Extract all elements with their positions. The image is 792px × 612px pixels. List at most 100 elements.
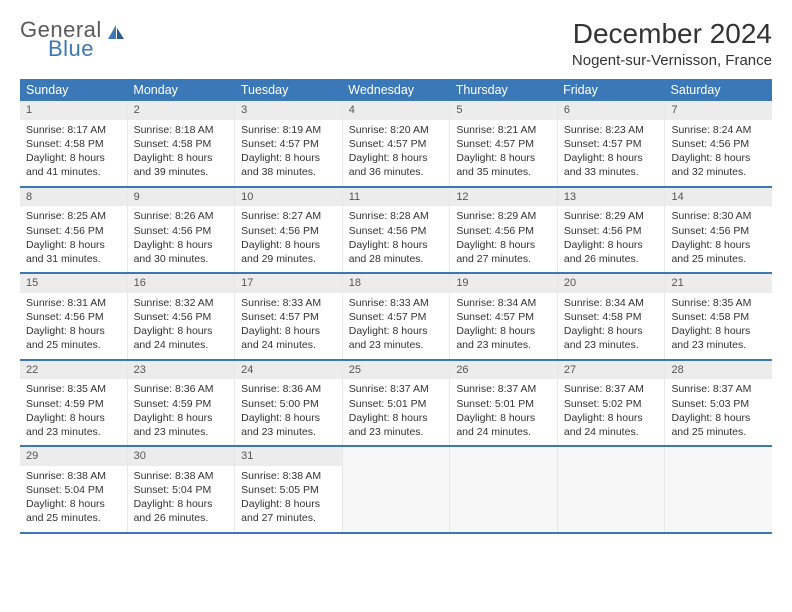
day-line-ss: Sunset: 4:57 PM <box>456 137 551 151</box>
day-body: Sunrise: 8:29 AMSunset: 4:56 PMDaylight:… <box>450 206 557 272</box>
day-line-sr: Sunrise: 8:32 AM <box>134 296 229 310</box>
day-line-dl2: and 23 minutes. <box>564 338 659 352</box>
day-number: 5 <box>450 101 557 120</box>
day-line-sr: Sunrise: 8:19 AM <box>241 123 336 137</box>
day-body: Sunrise: 8:37 AMSunset: 5:01 PMDaylight:… <box>450 379 557 445</box>
day-cell <box>665 447 772 532</box>
day-line-dl1: Daylight: 8 hours <box>26 238 121 252</box>
day-line-ss: Sunset: 5:00 PM <box>241 397 336 411</box>
day-number: 28 <box>665 361 772 380</box>
day-body: Sunrise: 8:20 AMSunset: 4:57 PMDaylight:… <box>343 120 450 186</box>
weekday-header: Monday <box>127 79 234 101</box>
day-line-ss: Sunset: 4:57 PM <box>349 137 444 151</box>
day-cell: 17Sunrise: 8:33 AMSunset: 4:57 PMDayligh… <box>235 274 343 359</box>
day-line-dl1: Daylight: 8 hours <box>26 497 121 511</box>
day-line-ss: Sunset: 4:56 PM <box>134 310 229 324</box>
day-number: 29 <box>20 447 127 466</box>
day-number: 14 <box>665 188 772 207</box>
day-line-dl1: Daylight: 8 hours <box>456 238 551 252</box>
day-body: Sunrise: 8:34 AMSunset: 4:57 PMDaylight:… <box>450 293 557 359</box>
day-body: Sunrise: 8:24 AMSunset: 4:56 PMDaylight:… <box>665 120 772 186</box>
day-line-dl2: and 26 minutes. <box>134 511 229 525</box>
day-body: Sunrise: 8:21 AMSunset: 4:57 PMDaylight:… <box>450 120 557 186</box>
day-body: Sunrise: 8:34 AMSunset: 4:58 PMDaylight:… <box>558 293 665 359</box>
day-line-sr: Sunrise: 8:38 AM <box>134 469 229 483</box>
week-row: 1Sunrise: 8:17 AMSunset: 4:58 PMDaylight… <box>20 101 772 188</box>
calendar: SundayMondayTuesdayWednesdayThursdayFrid… <box>20 79 772 534</box>
day-line-ss: Sunset: 4:56 PM <box>26 310 121 324</box>
day-line-dl2: and 27 minutes. <box>456 252 551 266</box>
day-cell: 6Sunrise: 8:23 AMSunset: 4:57 PMDaylight… <box>558 101 666 186</box>
day-body: Sunrise: 8:36 AMSunset: 5:00 PMDaylight:… <box>235 379 342 445</box>
day-number: 4 <box>343 101 450 120</box>
day-line-dl1: Daylight: 8 hours <box>241 497 336 511</box>
day-number: 19 <box>450 274 557 293</box>
day-number: 31 <box>235 447 342 466</box>
day-line-ss: Sunset: 4:56 PM <box>456 224 551 238</box>
day-number: 6 <box>558 101 665 120</box>
day-cell: 10Sunrise: 8:27 AMSunset: 4:56 PMDayligh… <box>235 188 343 273</box>
day-number: 16 <box>128 274 235 293</box>
day-line-dl2: and 39 minutes. <box>134 165 229 179</box>
day-cell: 16Sunrise: 8:32 AMSunset: 4:56 PMDayligh… <box>128 274 236 359</box>
weekday-header: Thursday <box>450 79 557 101</box>
day-line-dl1: Daylight: 8 hours <box>456 324 551 338</box>
day-line-dl1: Daylight: 8 hours <box>26 411 121 425</box>
day-cell: 9Sunrise: 8:26 AMSunset: 4:56 PMDaylight… <box>128 188 236 273</box>
day-line-sr: Sunrise: 8:20 AM <box>349 123 444 137</box>
day-line-sr: Sunrise: 8:25 AM <box>26 209 121 223</box>
day-line-ss: Sunset: 5:01 PM <box>456 397 551 411</box>
day-line-dl1: Daylight: 8 hours <box>26 151 121 165</box>
day-body: Sunrise: 8:33 AMSunset: 4:57 PMDaylight:… <box>343 293 450 359</box>
page-header: GeneralBlue December 2024 Nogent-sur-Ver… <box>20 18 772 69</box>
day-body: Sunrise: 8:29 AMSunset: 4:56 PMDaylight:… <box>558 206 665 272</box>
day-line-dl1: Daylight: 8 hours <box>134 151 229 165</box>
day-body: Sunrise: 8:33 AMSunset: 4:57 PMDaylight:… <box>235 293 342 359</box>
day-line-dl1: Daylight: 8 hours <box>349 411 444 425</box>
location-label: Nogent-sur-Vernisson, France <box>572 52 772 69</box>
day-line-sr: Sunrise: 8:37 AM <box>456 382 551 396</box>
day-cell: 24Sunrise: 8:36 AMSunset: 5:00 PMDayligh… <box>235 361 343 446</box>
day-line-ss: Sunset: 4:59 PM <box>26 397 121 411</box>
week-row: 22Sunrise: 8:35 AMSunset: 4:59 PMDayligh… <box>20 361 772 448</box>
day-body: Sunrise: 8:25 AMSunset: 4:56 PMDaylight:… <box>20 206 127 272</box>
day-line-sr: Sunrise: 8:36 AM <box>241 382 336 396</box>
weekday-header: Tuesday <box>235 79 342 101</box>
day-line-dl1: Daylight: 8 hours <box>241 324 336 338</box>
day-cell: 15Sunrise: 8:31 AMSunset: 4:56 PMDayligh… <box>20 274 128 359</box>
day-body: Sunrise: 8:38 AMSunset: 5:04 PMDaylight:… <box>128 466 235 532</box>
day-line-sr: Sunrise: 8:37 AM <box>349 382 444 396</box>
day-line-sr: Sunrise: 8:24 AM <box>671 123 766 137</box>
weekday-header-row: SundayMondayTuesdayWednesdayThursdayFrid… <box>20 79 772 101</box>
day-body: Sunrise: 8:18 AMSunset: 4:58 PMDaylight:… <box>128 120 235 186</box>
day-line-dl1: Daylight: 8 hours <box>349 324 444 338</box>
day-line-ss: Sunset: 4:58 PM <box>564 310 659 324</box>
day-line-sr: Sunrise: 8:17 AM <box>26 123 121 137</box>
day-line-dl2: and 25 minutes. <box>671 252 766 266</box>
weekday-header: Wednesday <box>342 79 449 101</box>
day-line-dl1: Daylight: 8 hours <box>671 411 766 425</box>
day-number: 8 <box>20 188 127 207</box>
day-line-dl2: and 41 minutes. <box>26 165 121 179</box>
day-number: 1 <box>20 101 127 120</box>
day-number: 30 <box>128 447 235 466</box>
day-line-sr: Sunrise: 8:38 AM <box>26 469 121 483</box>
day-body: Sunrise: 8:17 AMSunset: 4:58 PMDaylight:… <box>20 120 127 186</box>
day-line-sr: Sunrise: 8:37 AM <box>671 382 766 396</box>
day-line-dl1: Daylight: 8 hours <box>241 238 336 252</box>
day-line-dl2: and 24 minutes. <box>564 425 659 439</box>
title-block: December 2024 Nogent-sur-Vernisson, Fran… <box>572 18 772 69</box>
day-line-dl2: and 26 minutes. <box>564 252 659 266</box>
day-line-dl2: and 23 minutes. <box>134 425 229 439</box>
day-body: Sunrise: 8:26 AMSunset: 4:56 PMDaylight:… <box>128 206 235 272</box>
day-cell: 21Sunrise: 8:35 AMSunset: 4:58 PMDayligh… <box>665 274 772 359</box>
day-line-dl1: Daylight: 8 hours <box>134 238 229 252</box>
day-line-sr: Sunrise: 8:21 AM <box>456 123 551 137</box>
day-line-ss: Sunset: 4:56 PM <box>564 224 659 238</box>
day-line-dl1: Daylight: 8 hours <box>26 324 121 338</box>
day-line-dl2: and 25 minutes. <box>26 511 121 525</box>
day-line-dl1: Daylight: 8 hours <box>671 151 766 165</box>
day-cell: 25Sunrise: 8:37 AMSunset: 5:01 PMDayligh… <box>343 361 451 446</box>
day-cell: 1Sunrise: 8:17 AMSunset: 4:58 PMDaylight… <box>20 101 128 186</box>
day-number: 17 <box>235 274 342 293</box>
